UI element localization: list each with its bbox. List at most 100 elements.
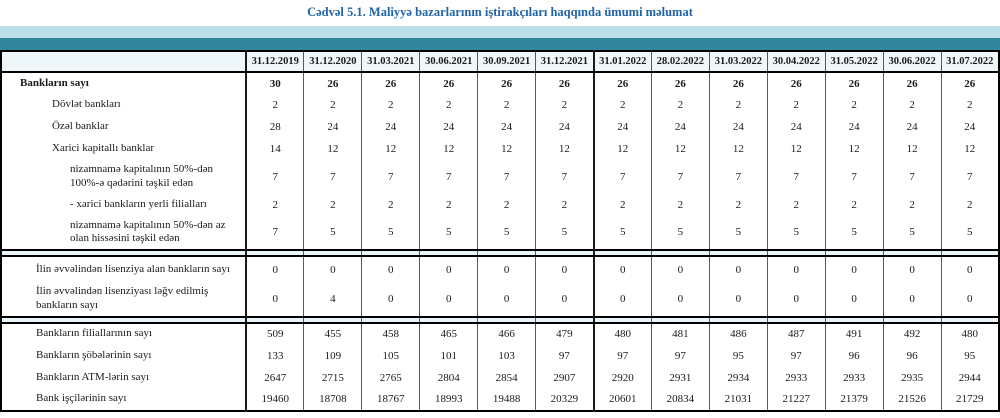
value-cell: 0 — [419, 256, 478, 282]
value-cell: 2 — [361, 193, 420, 216]
column-header-date: 30.06.2021 — [419, 51, 478, 73]
value-cell: 0 — [592, 282, 652, 317]
value-cell: 487 — [766, 322, 826, 345]
value-cell: 0 — [245, 256, 304, 282]
value-cell: 492 — [882, 322, 942, 345]
column-header-date: 28.02.2022 — [650, 51, 710, 73]
value-cell: 5 — [361, 215, 420, 250]
value-cell: 12 — [419, 138, 478, 160]
value-cell: 21379 — [824, 388, 884, 411]
separator-cell — [882, 249, 942, 257]
value-cell: 20601 — [592, 388, 652, 411]
value-cell: 24 — [477, 116, 536, 138]
value-cell: 12 — [708, 138, 768, 160]
value-cell: 0 — [303, 256, 362, 282]
row-label: Bank işçilərinin sayı — [36, 392, 127, 405]
value-cell: 465 — [419, 322, 478, 345]
separator-cell — [361, 315, 420, 324]
value-cell: 133 — [245, 344, 304, 367]
value-cell: 2 — [535, 193, 594, 216]
value-cell: 21526 — [882, 388, 942, 411]
value-cell: 2 — [361, 94, 420, 116]
value-cell: 24 — [708, 116, 768, 138]
value-cell: 2715 — [303, 366, 362, 389]
row-label: Bankların şöbələrinin sayı — [36, 348, 152, 361]
table-row: Bankların filiallarının sayı 509 455 458 465… — [1, 322, 999, 345]
value-cell: 19460 — [245, 388, 304, 411]
value-cell: 0 — [477, 282, 536, 317]
value-cell: 0 — [245, 282, 304, 317]
table-title: Cədvəl 5.1. Maliyyə bazarlarının iştirak… — [307, 5, 693, 19]
value-cell: 5 — [535, 215, 594, 250]
value-cell: 0 — [882, 282, 942, 317]
value-cell: 466 — [477, 322, 536, 345]
value-cell: 2920 — [592, 366, 652, 389]
separator-cell — [650, 249, 710, 257]
decor-band-teal — [0, 38, 1000, 50]
section-separator — [1, 315, 999, 324]
separator-cell — [535, 249, 594, 257]
value-cell: 0 — [766, 256, 826, 282]
value-cell: 7 — [766, 160, 826, 194]
value-cell: 2 — [882, 94, 942, 116]
value-cell: 2 — [882, 193, 942, 216]
table-row: İlin əvvəlindən lisenziya alan bankların… — [1, 256, 999, 282]
value-cell: 26 — [477, 72, 536, 94]
value-cell: 97 — [535, 344, 594, 367]
value-cell: 97 — [592, 344, 652, 367]
value-cell: 7 — [535, 160, 594, 194]
value-cell: 18767 — [361, 388, 420, 411]
separator-cell — [882, 315, 942, 324]
value-cell: 2 — [419, 193, 478, 216]
separator-cell — [303, 315, 362, 324]
value-cell: 26 — [592, 72, 652, 94]
value-cell: 5 — [303, 215, 362, 250]
separator-cell — [592, 315, 652, 324]
value-cell: 0 — [882, 256, 942, 282]
value-cell: 2944 — [940, 366, 999, 389]
value-cell: 96 — [824, 344, 884, 367]
value-cell: 0 — [361, 282, 420, 317]
value-cell: 26 — [882, 72, 942, 94]
value-cell: 26 — [535, 72, 594, 94]
row-label: - xarici bankların yerli filialları — [70, 197, 207, 210]
column-header-date: 30.04.2022 — [766, 51, 826, 73]
value-cell: 12 — [824, 138, 884, 160]
value-cell: 24 — [940, 116, 999, 138]
separator-cell — [477, 315, 536, 324]
value-cell: 2 — [708, 94, 768, 116]
table-row: Bankların şöbələrinin sayı 133 109 105 101 10… — [1, 344, 999, 367]
separator-cell — [708, 315, 768, 324]
value-cell: 24 — [361, 116, 420, 138]
value-cell: 2931 — [650, 366, 710, 389]
value-cell: 103 — [477, 344, 536, 367]
value-cell: 97 — [766, 344, 826, 367]
value-cell: 2 — [940, 193, 999, 216]
value-cell: 5 — [824, 215, 884, 250]
corner-cell — [1, 51, 246, 73]
value-cell: 0 — [419, 282, 478, 317]
value-cell: 101 — [419, 344, 478, 367]
value-cell: 491 — [824, 322, 884, 345]
column-header-date: 30.06.2022 — [882, 51, 942, 73]
separator-cell — [361, 249, 420, 257]
column-header-date: 31.01.2022 — [592, 51, 652, 73]
table-row: Özəl banklar 28 24 24 24 24 24 24 24 24 24 24 24 24 — [1, 116, 999, 138]
value-cell: 26 — [766, 72, 826, 94]
value-cell: 2 — [245, 94, 304, 116]
value-cell: 2 — [766, 94, 826, 116]
value-cell: 480 — [940, 322, 999, 345]
value-cell: 21729 — [940, 388, 999, 411]
value-cell: 2 — [824, 193, 884, 216]
column-header-date: 31.12.2021 — [535, 51, 594, 73]
value-cell: 24 — [882, 116, 942, 138]
value-cell: 0 — [940, 282, 999, 317]
value-cell: 2765 — [361, 366, 420, 389]
separator-cell — [245, 249, 304, 257]
value-cell: 2 — [303, 193, 362, 216]
value-cell: 5 — [766, 215, 826, 250]
decor-band-light — [0, 26, 1000, 38]
table-row: Dövlət bankları 2 2 2 2 2 2 2 2 2 2 2 2 2 — [1, 94, 999, 116]
separator-cell — [245, 315, 304, 324]
